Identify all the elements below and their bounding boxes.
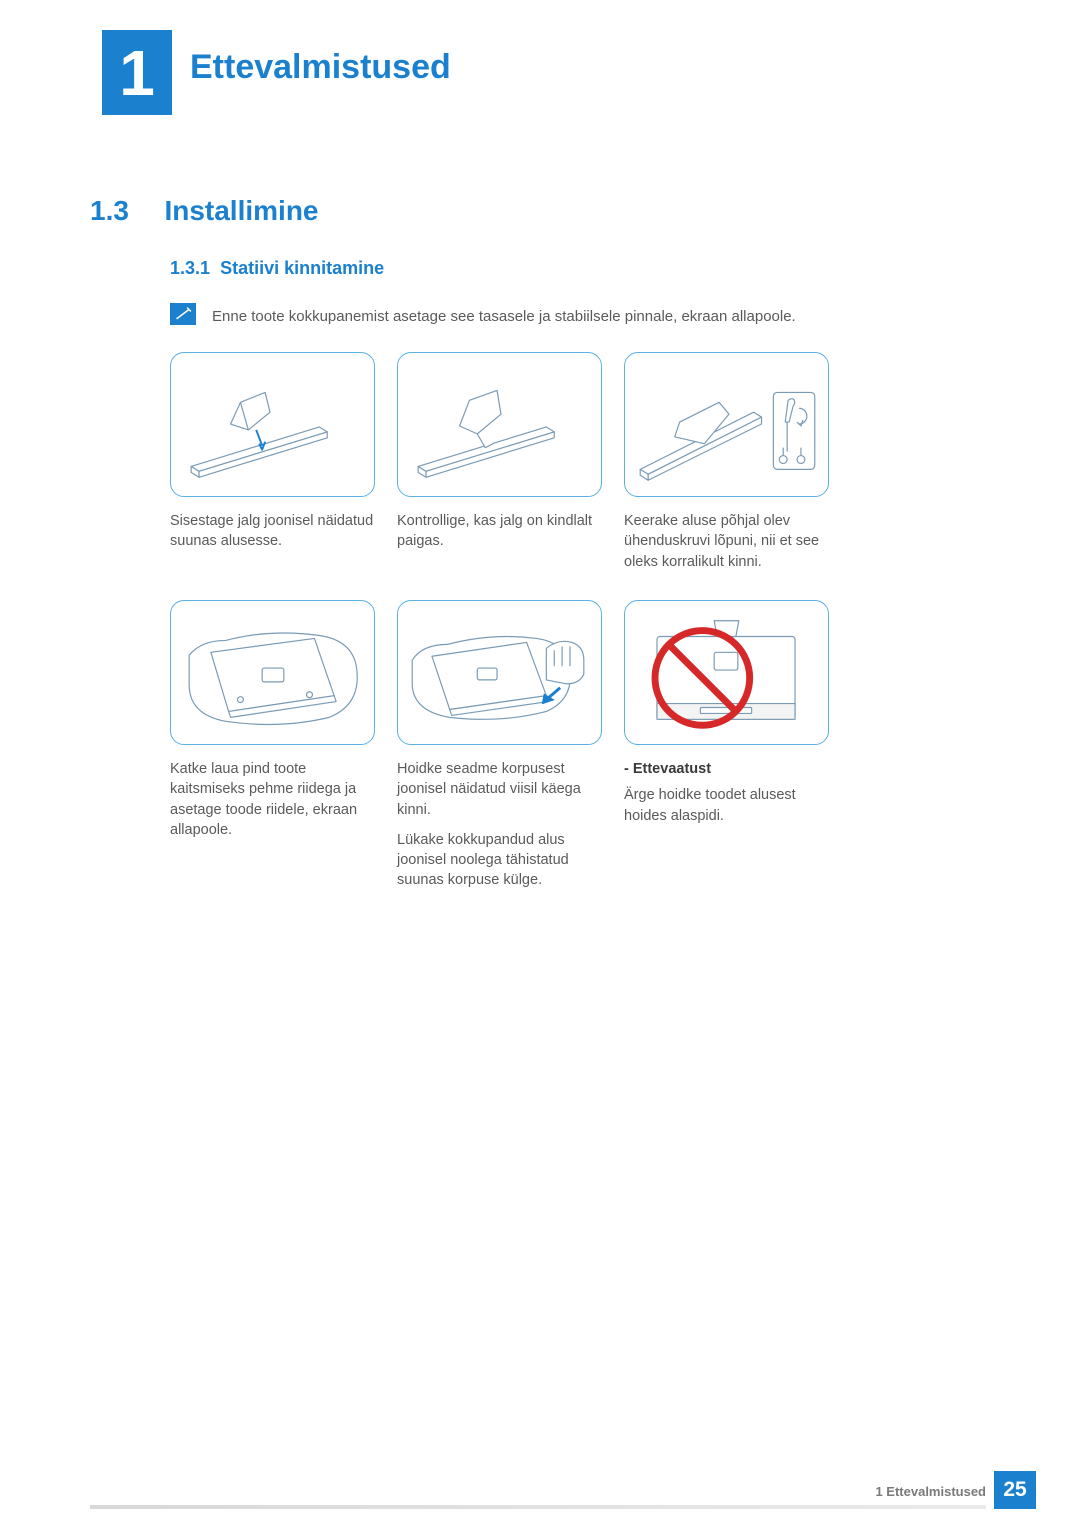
page-header: 1 Ettevalmistused	[90, 30, 990, 120]
step-6: - Ettevaatust Ärge hoidke toodet alusest…	[624, 600, 829, 891]
figure-1	[170, 352, 375, 497]
caution-label: - Ettevaatust	[624, 759, 829, 779]
caption-1: Sisestage jalg joonisel näidatud suunas …	[170, 511, 375, 552]
step-4: Katke laua pind toote kaitsmiseks pehme …	[170, 600, 375, 891]
caption-5b: Lükake kokkupandud alus joonisel noolega…	[397, 830, 602, 891]
footer-text: 1 Ettevalmistused	[875, 1484, 986, 1499]
section-title: Installimine	[164, 195, 318, 226]
chapter-number: 1	[119, 36, 155, 110]
figure-row-2: Katke laua pind toote kaitsmiseks pehme …	[170, 600, 990, 891]
step-3: Keerake aluse põhjal olev ühenduskruvi l…	[624, 352, 829, 572]
page: 1 Ettevalmistused 1.3 Installimine 1.3.1…	[0, 0, 1080, 1527]
caption-3: Keerake aluse põhjal olev ühenduskruvi l…	[624, 511, 829, 572]
step-2: Kontrollige, kas jalg on kindlalt paigas…	[397, 352, 602, 572]
subsection-heading: 1.3.1 Statiivi kinnitamine	[170, 258, 990, 279]
section-heading: 1.3 Installimine	[90, 195, 990, 227]
caption-5a: Hoidke seadme korpusest joonisel näidatu…	[397, 759, 602, 820]
footer-bar	[90, 1505, 986, 1509]
chapter-number-box: 1	[102, 30, 172, 115]
page-footer: 1 Ettevalmistused 25	[90, 1471, 1036, 1509]
section-number: 1.3	[90, 195, 160, 227]
subsection-number: 1.3.1	[170, 258, 210, 278]
note-row: Enne toote kokkupanemist asetage see tas…	[170, 306, 990, 327]
caption-2: Kontrollige, kas jalg on kindlalt paigas…	[397, 511, 602, 552]
figure-6	[624, 600, 829, 745]
figure-5	[397, 600, 602, 745]
page-number: 25	[994, 1471, 1036, 1509]
note-icon	[170, 303, 196, 325]
caption-4: Katke laua pind toote kaitsmiseks pehme …	[170, 759, 375, 840]
subsection-title: Statiivi kinnitamine	[220, 258, 384, 278]
figure-row-1: Sisestage jalg joonisel näidatud suunas …	[170, 352, 990, 572]
figure-3	[624, 352, 829, 497]
step-1: Sisestage jalg joonisel näidatud suunas …	[170, 352, 375, 572]
step-5: Hoidke seadme korpusest joonisel näidatu…	[397, 600, 602, 891]
chapter-title: Ettevalmistused	[190, 48, 451, 87]
caption-6: Ärge hoidke toodet alusest hoides alaspi…	[624, 785, 829, 826]
figure-4	[170, 600, 375, 745]
figure-2	[397, 352, 602, 497]
note-text: Enne toote kokkupanemist asetage see tas…	[212, 306, 990, 327]
